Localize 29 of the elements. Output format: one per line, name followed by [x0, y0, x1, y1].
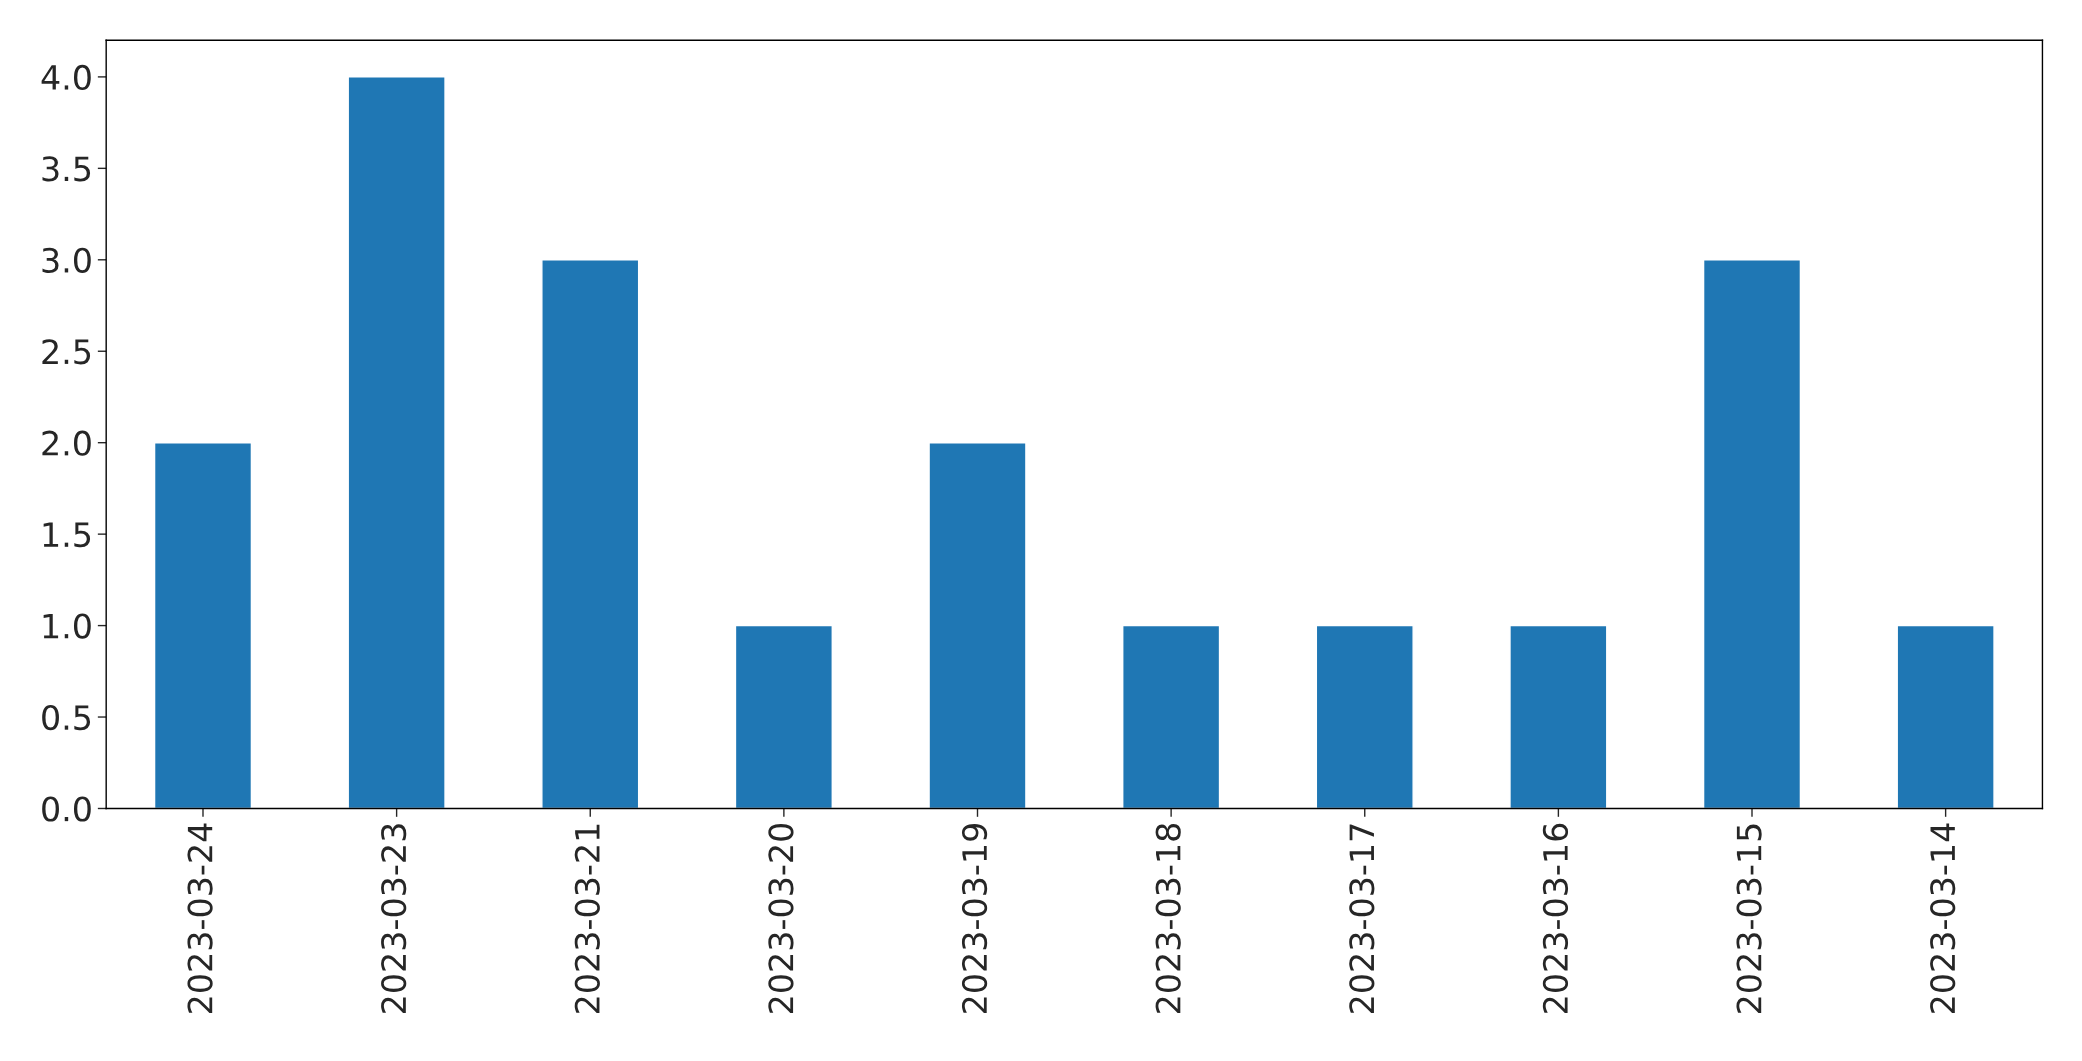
- bar: [734, 624, 833, 809]
- bar: [347, 76, 446, 809]
- x-tick-label: 2023-03-17: [1349, 824, 1375, 1013]
- bar: [1122, 624, 1221, 809]
- bar: [1896, 624, 1995, 809]
- y-tick-label: 2.0: [42, 430, 91, 456]
- y-tick-label: 1.0: [43, 613, 91, 639]
- x-tick-label: 2023-03-15: [1736, 824, 1762, 1013]
- bar: [153, 441, 253, 809]
- x-tick-label: 2023-03-18: [1155, 823, 1181, 1013]
- y-tick-label: 3.5: [42, 156, 91, 182]
- y-tick-label: 0.0: [42, 796, 91, 822]
- x-tick-label: 2023-03-20: [768, 823, 794, 1013]
- bar: [541, 259, 640, 809]
- bar: [1702, 259, 1802, 809]
- y-tick-label: 1.5: [43, 522, 91, 548]
- x-tick-label: 2023-03-16: [1542, 823, 1569, 1013]
- y-tick-label: 2.5: [42, 339, 91, 365]
- y-tick-label: 0.5: [42, 704, 91, 731]
- x-tick-label: 2023-03-21: [574, 824, 600, 1013]
- bar: [1315, 624, 1414, 809]
- bar: [1509, 624, 1608, 809]
- x-tick-label: 2023-03-19: [961, 824, 988, 1013]
- x-tick-label: 2023-03-24: [187, 823, 213, 1013]
- y-tick-label: 3.0: [42, 247, 91, 273]
- x-tick-label: 2023-03-14: [1930, 823, 1956, 1013]
- bar: [928, 441, 1027, 809]
- x-tick-label: 2023-03-23: [381, 824, 407, 1013]
- y-tick-label: 4.0: [41, 64, 91, 91]
